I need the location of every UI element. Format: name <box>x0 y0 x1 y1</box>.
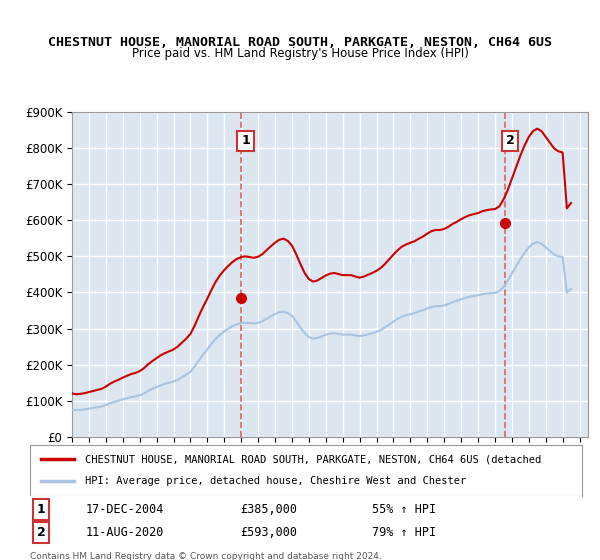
Text: £593,000: £593,000 <box>240 526 297 539</box>
Text: Contains HM Land Registry data © Crown copyright and database right 2024.
This d: Contains HM Land Registry data © Crown c… <box>30 552 382 560</box>
Text: CHESTNUT HOUSE, MANORIAL ROAD SOUTH, PARKGATE, NESTON, CH64 6US (detached: CHESTNUT HOUSE, MANORIAL ROAD SOUTH, PAR… <box>85 454 541 464</box>
Text: 17-DEC-2004: 17-DEC-2004 <box>85 503 164 516</box>
Text: Price paid vs. HM Land Registry's House Price Index (HPI): Price paid vs. HM Land Registry's House … <box>131 46 469 60</box>
Text: 1: 1 <box>241 134 250 147</box>
Text: 1: 1 <box>37 503 46 516</box>
Text: £385,000: £385,000 <box>240 503 297 516</box>
Text: 79% ↑ HPI: 79% ↑ HPI <box>372 526 436 539</box>
Text: 11-AUG-2020: 11-AUG-2020 <box>85 526 164 539</box>
Text: 55% ↑ HPI: 55% ↑ HPI <box>372 503 436 516</box>
Text: HPI: Average price, detached house, Cheshire West and Chester: HPI: Average price, detached house, Ches… <box>85 477 466 487</box>
Text: 2: 2 <box>506 134 515 147</box>
Text: 2: 2 <box>37 526 46 539</box>
Text: CHESTNUT HOUSE, MANORIAL ROAD SOUTH, PARKGATE, NESTON, CH64 6US: CHESTNUT HOUSE, MANORIAL ROAD SOUTH, PAR… <box>48 35 552 49</box>
